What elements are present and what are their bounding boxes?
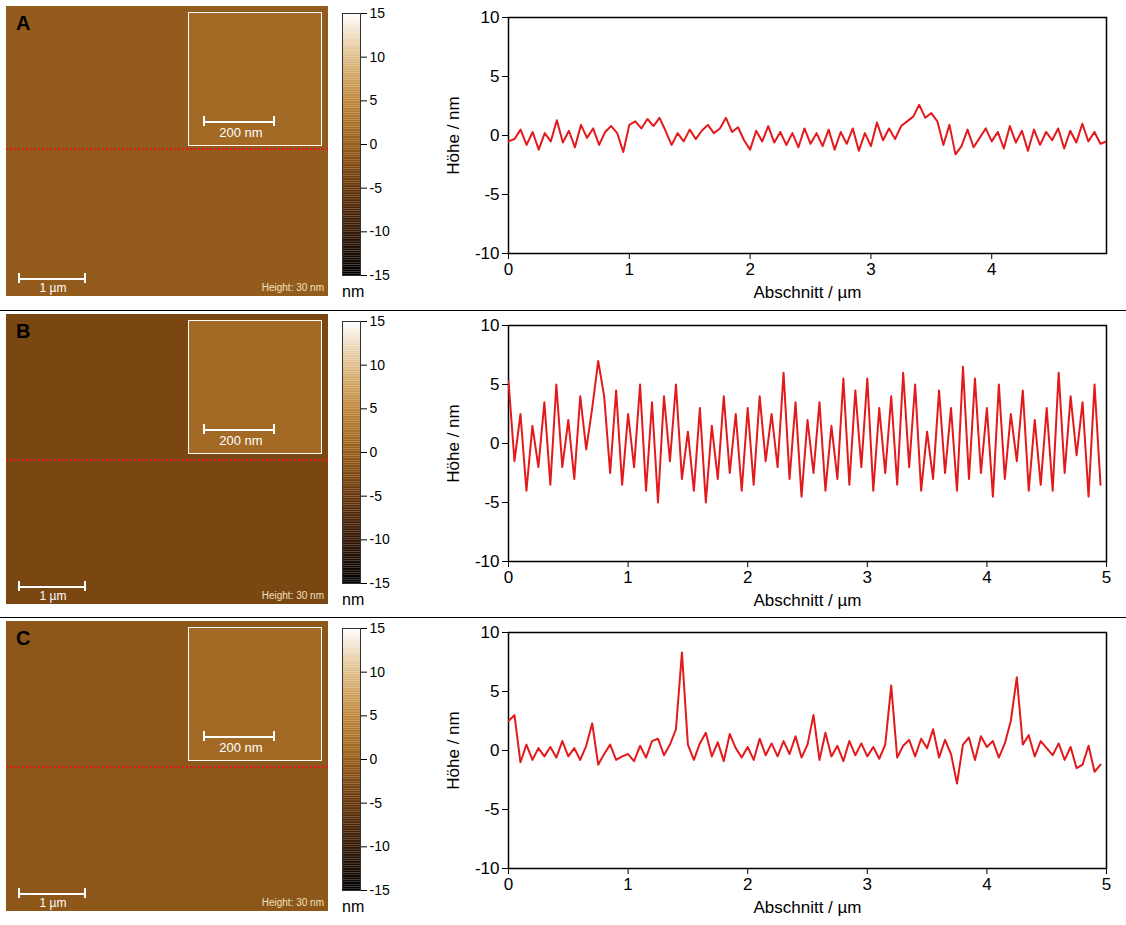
svg-text:10: 10 [370,357,386,373]
svg-text:-15: -15 [370,575,390,591]
svg-text:3: 3 [863,568,872,587]
html-text:200 nm: 200 nm [219,740,263,755]
html-text:200 nm: 200 nm [219,125,263,140]
html-text:200 nm: 200 nm [219,433,263,448]
svg-text:-5: -5 [484,185,499,204]
svg-text:Höhe / nm: Höhe / nm [444,96,463,174]
svg-text:-5: -5 [484,800,499,819]
svg-text:-5: -5 [370,488,383,504]
svg-text:Abschnitt / µm: Abschnitt / µm [753,898,861,917]
svg-text:5: 5 [370,707,378,723]
html-text:A: A [16,12,31,34]
svg-text:-10: -10 [370,531,390,547]
svg-text:-15: -15 [370,267,390,283]
svg-text:-10: -10 [475,552,500,571]
svg-text:-10: -10 [475,859,500,878]
svg-text:-15: -15 [370,882,390,898]
svg-text:Höhe / nm: Höhe / nm [444,404,463,482]
svg-text:15: 15 [370,620,386,636]
svg-text:5: 5 [490,375,499,394]
svg-text:1: 1 [623,875,632,894]
html-text:nm: nm [342,591,365,608]
svg-text:2: 2 [745,260,754,279]
svg-text:10: 10 [370,664,386,680]
svg-text:4: 4 [982,875,991,894]
html-text:Height: 30 nm: Height: 30 nm [261,590,324,601]
svg-text:5: 5 [1102,875,1111,894]
html-text:1 µm: 1 µm [39,896,67,910]
svg-text:3: 3 [866,260,875,279]
html-text:C: C [16,627,31,649]
svg-text:0: 0 [504,568,513,587]
svg-text:0: 0 [370,751,378,767]
svg-text:-10: -10 [370,838,390,854]
svg-text:2: 2 [743,875,752,894]
svg-text:-10: -10 [370,223,390,239]
svg-text:3: 3 [863,875,872,894]
svg-text:Abschnitt / µm: Abschnitt / µm [753,283,861,302]
svg-text:-5: -5 [370,795,383,811]
svg-text:0: 0 [490,434,499,453]
svg-text:10: 10 [481,623,500,642]
svg-text:0: 0 [370,444,378,460]
svg-text:5: 5 [370,92,378,108]
svg-text:1: 1 [623,568,632,587]
html-text:nm: nm [342,898,365,915]
svg-text:-5: -5 [484,493,499,512]
html-text:B: B [16,320,31,342]
html-text:Height: 30 nm: Height: 30 nm [261,282,324,293]
svg-text:2: 2 [743,568,752,587]
svg-text:10: 10 [481,316,500,335]
svg-text:Höhe / nm: Höhe / nm [444,711,463,789]
svg-text:4: 4 [982,568,991,587]
svg-text:0: 0 [490,126,499,145]
html-text:Height: 30 nm: Height: 30 nm [261,897,324,908]
svg-text:15: 15 [370,5,386,21]
html-text:1 µm: 1 µm [39,589,67,603]
svg-text:5: 5 [490,67,499,86]
svg-text:-5: -5 [370,180,383,196]
html-text:1 µm: 1 µm [39,281,67,295]
svg-text:10: 10 [481,8,500,27]
svg-text:5: 5 [1102,568,1111,587]
svg-text:Abschnitt / µm: Abschnitt / µm [753,591,861,610]
svg-text:0: 0 [504,260,513,279]
svg-text:0: 0 [490,741,499,760]
svg-text:0: 0 [504,875,513,894]
svg-text:5: 5 [370,400,378,416]
svg-text:-10: -10 [475,244,500,263]
svg-text:1: 1 [625,260,634,279]
svg-text:0: 0 [370,136,378,152]
svg-text:15: 15 [370,313,386,329]
html-text:nm: nm [342,283,365,300]
svg-text:5: 5 [490,682,499,701]
svg-text:4: 4 [987,260,996,279]
svg-text:10: 10 [370,49,386,65]
